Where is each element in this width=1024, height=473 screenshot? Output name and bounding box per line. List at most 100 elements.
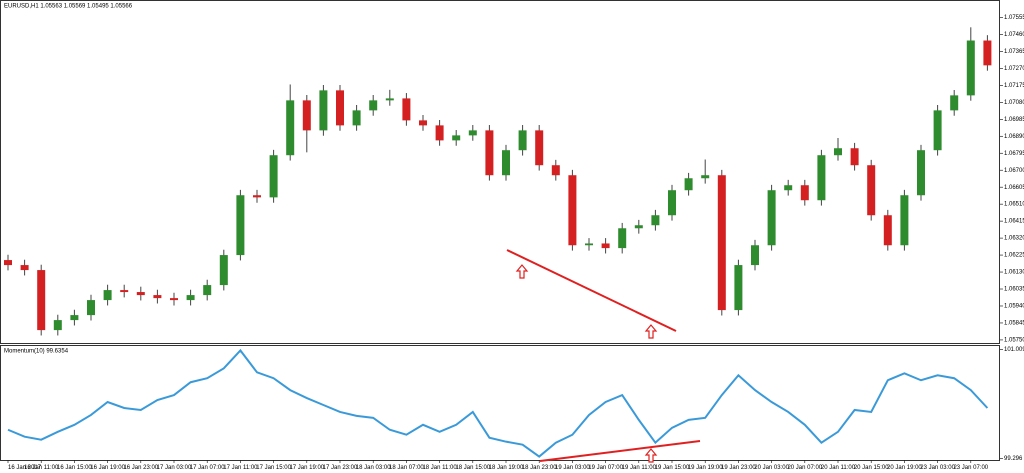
price-panel-title: EURUSD,H1 1.05563 1.05569 1.05495 1.0556… bbox=[4, 4, 133, 10]
y-tick-label: 1.05940 bbox=[1004, 304, 1024, 310]
y-tick-label: 1.05750 bbox=[1004, 338, 1024, 344]
candle-body bbox=[867, 165, 876, 216]
candle-body bbox=[468, 130, 477, 136]
x-tick-label: 16 Jan 2017 bbox=[8, 465, 42, 471]
x-tick-label: 19 Jan 03:00 bbox=[555, 465, 590, 471]
y-tick-label: 1.06795 bbox=[1004, 151, 1024, 157]
y-tick-label: 1.06890 bbox=[1004, 134, 1024, 140]
indicator-panel bbox=[0, 345, 1000, 461]
y-tick-label: 1.07460 bbox=[1004, 32, 1024, 38]
candle-body bbox=[485, 130, 494, 176]
candle-body bbox=[286, 100, 295, 156]
x-tick-label: 18 Jan 23:00 bbox=[522, 465, 557, 471]
candle-body bbox=[20, 265, 29, 271]
candle-body bbox=[435, 125, 444, 141]
trend-line bbox=[506, 249, 677, 332]
candle-body bbox=[103, 290, 112, 301]
y-tick-label: 1.07080 bbox=[1004, 100, 1024, 106]
x-tick-label: 19 Jan 19:00 bbox=[688, 465, 723, 471]
candle-body bbox=[601, 243, 610, 249]
x-tick-label: 17 Jan 23:00 bbox=[323, 465, 358, 471]
candle-body bbox=[319, 90, 328, 131]
candle-body bbox=[369, 100, 378, 111]
candle-body bbox=[751, 245, 759, 266]
candle-body bbox=[983, 40, 992, 66]
candle-body bbox=[834, 148, 842, 156]
x-tick-label: 17 Jan 11:00 bbox=[223, 465, 258, 471]
candle-body bbox=[668, 190, 676, 216]
y-tick-label: 1.06700 bbox=[1004, 168, 1024, 174]
candle-body bbox=[684, 178, 693, 191]
candle-body bbox=[236, 195, 245, 256]
x-tick-label: 20 Jan 15:00 bbox=[854, 465, 889, 471]
candle-body bbox=[651, 215, 660, 226]
x-tick-label: 19 Jan 15:00 bbox=[655, 465, 690, 471]
candle-body bbox=[701, 175, 710, 179]
candle-body bbox=[70, 315, 79, 321]
candle-body bbox=[535, 130, 544, 166]
y-tick-label: 1.06225 bbox=[1004, 253, 1024, 259]
candle-body bbox=[618, 228, 627, 249]
up-arrow bbox=[515, 264, 529, 279]
candle-body bbox=[900, 195, 909, 246]
candle-body bbox=[767, 190, 776, 246]
candle-body bbox=[817, 155, 826, 201]
x-tick-label: 18 Jan 07:00 bbox=[389, 465, 424, 471]
x-tick-label: 19 Jan 11:00 bbox=[622, 465, 657, 471]
x-tick-label: 17 Jan 07:00 bbox=[190, 465, 225, 471]
candle-body bbox=[253, 195, 261, 198]
candle-body bbox=[502, 150, 510, 176]
candle-body bbox=[120, 290, 129, 293]
x-tick-label: 18 Jan 03:00 bbox=[356, 465, 391, 471]
x-tick-label: 20 Jan 03:00 bbox=[754, 465, 789, 471]
x-tick-label: 16 Jan 23:00 bbox=[123, 465, 158, 471]
x-tick-label: 16 Jan 11:00 bbox=[24, 465, 59, 471]
candle-body bbox=[518, 130, 527, 151]
x-tick-label: 20 Jan 11:00 bbox=[821, 465, 856, 471]
x-tick-label: 19 Jan 07:00 bbox=[588, 465, 623, 471]
y-tick-label: 1.06320 bbox=[1004, 236, 1024, 242]
candle-body bbox=[950, 95, 959, 111]
candle-body bbox=[37, 270, 46, 331]
y-tick-label: 1.07555 bbox=[1004, 15, 1024, 21]
y-tick-label: 1.06510 bbox=[1004, 202, 1024, 208]
up-arrow bbox=[644, 448, 658, 463]
y-tick-label: 1.06985 bbox=[1004, 117, 1024, 123]
candle-body bbox=[136, 292, 145, 296]
y-tick-label: 1.06415 bbox=[1004, 219, 1024, 225]
price-panel bbox=[0, 0, 1000, 344]
candle-body bbox=[153, 295, 162, 299]
trend-line bbox=[539, 440, 701, 462]
x-tick-label: 16 Jan 19:00 bbox=[90, 465, 125, 471]
candle-body bbox=[87, 300, 95, 316]
x-tick-label: 23 Jan 03:00 bbox=[920, 465, 955, 471]
y-tick-label: 1.06130 bbox=[1004, 270, 1024, 276]
y-tick-label: 1.07270 bbox=[1004, 66, 1024, 72]
y-tick-label: 101.0093 bbox=[1004, 347, 1024, 353]
annotations bbox=[506, 249, 701, 463]
candle-body bbox=[302, 100, 311, 131]
candle-body bbox=[966, 40, 975, 96]
candle-body bbox=[917, 150, 925, 196]
candle-body bbox=[551, 165, 560, 176]
x-tick-label: 17 Jan 03:00 bbox=[157, 465, 192, 471]
candle-body bbox=[850, 148, 859, 166]
indicator-panel-title: Momentum(10) 99.6354 bbox=[4, 349, 69, 355]
x-tick-label: 20 Jan 07:00 bbox=[787, 465, 822, 471]
candle-body bbox=[568, 175, 577, 246]
x-tick-label: 20 Jan 19:00 bbox=[887, 465, 922, 471]
x-tick-label: 23 Jan 07:00 bbox=[953, 465, 988, 471]
y-tick-label: 1.06605 bbox=[1004, 185, 1024, 191]
candle-body bbox=[784, 185, 793, 191]
candle-body bbox=[933, 110, 942, 151]
y-tick-label: 1.06035 bbox=[1004, 287, 1024, 293]
candle-body bbox=[585, 243, 593, 246]
up-arrow bbox=[644, 324, 658, 339]
candle-body bbox=[336, 90, 344, 126]
marks: 1.07555 1.07460 1.07365 1.07270 1.07175 1.070… bbox=[4, 15, 1024, 471]
candle-body bbox=[634, 225, 643, 229]
candle-body bbox=[385, 98, 394, 101]
y-tick-label: 1.05845 bbox=[1004, 321, 1024, 327]
candle-body bbox=[717, 175, 726, 311]
